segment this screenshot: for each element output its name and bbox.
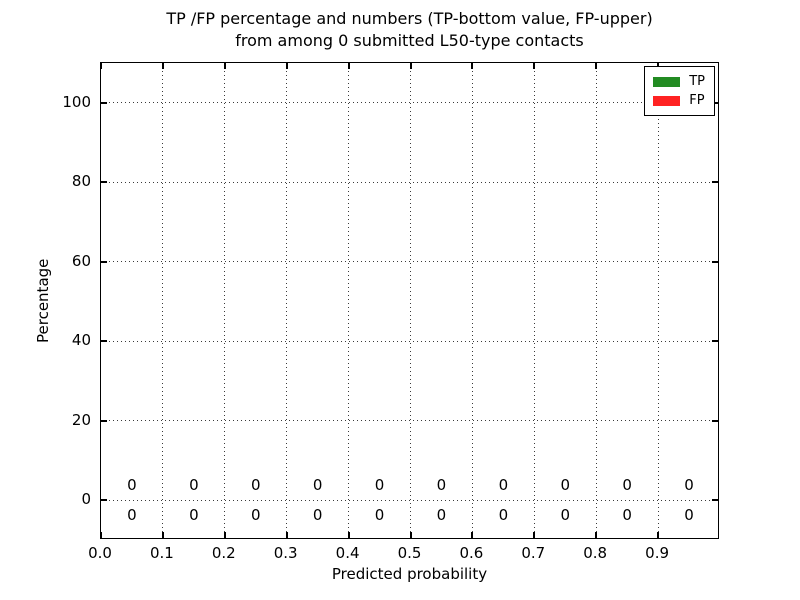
x-tick-mark-bottom <box>409 532 412 538</box>
x-tick-mark-bottom <box>533 532 536 538</box>
fp-count-label: 0 <box>189 475 199 494</box>
x-gridline <box>286 63 288 538</box>
x-tick-mark-top <box>409 63 412 69</box>
tp-count-label: 0 <box>250 505 261 524</box>
chart-title: TP /FP percentage and numbers (TP-bottom… <box>100 8 719 52</box>
fp-count-label: 0 <box>250 475 261 494</box>
legend-label: TP <box>689 74 705 89</box>
fp-count-label: 0 <box>312 475 323 494</box>
y-axis-label: Percentage <box>34 258 52 343</box>
x-gridline <box>657 63 659 538</box>
y-tick-mark-left <box>101 419 107 422</box>
x-tick-label: 0.0 <box>88 544 112 562</box>
x-tick-mark-bottom <box>161 532 164 538</box>
x-tick-mark-bottom <box>347 532 350 538</box>
x-gridline <box>348 63 350 538</box>
legend: TP FP <box>644 66 715 116</box>
x-tick-mark-bottom <box>471 532 474 538</box>
x-gridline <box>410 63 411 538</box>
y-tick-mark-right <box>712 499 718 502</box>
y-tick-mark-left <box>101 101 107 104</box>
x-tick-label: 0.6 <box>459 544 484 562</box>
x-gridline <box>533 63 535 538</box>
x-tick-label: 0.3 <box>273 544 298 562</box>
tp-count-label: 0 <box>312 505 323 524</box>
x-gridline <box>162 63 164 538</box>
y-tick-label: 0 <box>81 490 91 509</box>
y-tick-mark-right <box>712 260 718 263</box>
tp-count-label: 0 <box>189 505 199 524</box>
y-tick-mark-left <box>101 181 107 184</box>
y-tick-label: 60 <box>71 251 91 270</box>
y-gridline <box>101 420 718 422</box>
y-tick-label: 100 <box>62 92 91 111</box>
fp-count-label: 0 <box>560 475 571 494</box>
y-gridline <box>101 499 718 501</box>
y-tick-mark-left <box>101 260 107 263</box>
y-tick-mark-right <box>712 181 718 184</box>
x-tick-mark-top <box>285 63 288 69</box>
y-tick-label: 20 <box>71 410 91 429</box>
tp-count-label: 0 <box>560 505 571 524</box>
x-tick-mark-top <box>347 63 350 69</box>
x-tick-label: 0.9 <box>645 544 670 562</box>
legend-swatch-fp <box>653 95 681 106</box>
x-tick-mark-top <box>533 63 536 69</box>
fp-count-label: 0 <box>436 475 447 494</box>
plot-area: TP FP 0 0 0 0 0 0 0 0 0 0 0 0 0 0 0 0 0 0 0 0 <box>100 62 719 539</box>
y-tick-label: 40 <box>71 331 91 350</box>
x-tick-mark-top <box>223 63 226 69</box>
tp-count-label: 0 <box>436 505 447 524</box>
x-tick-mark-top <box>595 63 598 69</box>
x-tick-mark-top <box>100 63 102 69</box>
x-gridline <box>471 63 473 538</box>
x-gridline <box>224 63 226 538</box>
y-gridline <box>101 181 718 183</box>
fp-count-label: 0 <box>684 475 694 494</box>
x-tick-mark-top <box>471 63 474 69</box>
legend-entry-fp: FP <box>653 91 705 110</box>
y-gridline <box>101 340 718 342</box>
x-tick-mark-bottom <box>595 532 598 538</box>
tp-count-label: 0 <box>127 505 137 524</box>
x-tick-mark-bottom <box>285 532 288 538</box>
x-tick-label: 0.5 <box>397 544 422 562</box>
y-tick-mark-right <box>712 419 718 422</box>
legend-label: FP <box>689 93 705 108</box>
x-tick-mark-bottom <box>223 532 226 538</box>
y-tick-label: 80 <box>71 172 91 191</box>
fp-count-label: 0 <box>498 475 509 494</box>
fp-count-label: 0 <box>374 475 385 494</box>
tp-count-label: 0 <box>374 505 385 524</box>
y-gridline <box>101 261 718 263</box>
x-tick-label: 0.7 <box>521 544 546 562</box>
x-tick-label: 0.2 <box>211 544 236 562</box>
chart-title-line1: TP /FP percentage and numbers (TP-bottom… <box>166 9 653 28</box>
x-tick-label: 0.8 <box>583 544 608 562</box>
y-tick-mark-right <box>712 340 718 343</box>
x-tick-mark-top <box>161 63 164 69</box>
fp-count-label: 0 <box>622 475 632 494</box>
fp-count-label: 0 <box>127 475 137 494</box>
tp-count-label: 0 <box>498 505 509 524</box>
y-tick-mark-left <box>101 340 107 343</box>
y-tick-mark-left <box>101 499 107 502</box>
tp-count-label: 0 <box>622 505 632 524</box>
x-axis-label: Predicted probability <box>331 565 488 583</box>
x-gridline <box>595 63 597 538</box>
tp-count-label: 0 <box>684 505 694 524</box>
chart-title-line2: from among 0 submitted L50-type contacts <box>235 31 584 50</box>
y-gridline <box>101 102 718 104</box>
legend-entry-tp: TP <box>653 72 705 91</box>
x-tick-mark-bottom <box>657 532 660 538</box>
legend-swatch-tp <box>653 76 681 87</box>
x-tick-label: 0.1 <box>149 544 174 562</box>
y-tick-mark-right <box>712 101 718 104</box>
x-tick-mark-bottom <box>100 532 102 538</box>
x-tick-label: 0.4 <box>335 544 360 562</box>
